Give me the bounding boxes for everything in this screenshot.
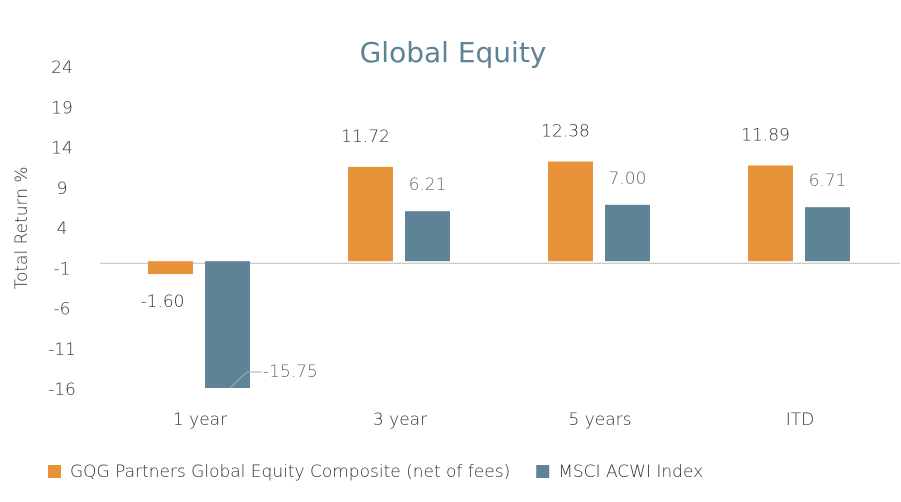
legend-label: MSCI ACWI Index [558, 462, 703, 482]
bar [748, 165, 793, 262]
data-label: 6.71 [809, 171, 847, 191]
bar [805, 207, 850, 262]
data-label: 12.38 [541, 122, 590, 142]
data-label: 11.89 [741, 125, 790, 145]
leader-line [229, 371, 262, 389]
bar [405, 211, 450, 262]
y-tick-label: -6 [54, 300, 71, 320]
x-tick-label: 5 years [568, 410, 631, 430]
bar [205, 261, 250, 388]
x-tick-label: 3 year [373, 410, 427, 430]
x-tick-label: 1 year [173, 410, 227, 430]
y-tick-label: -11 [48, 340, 76, 360]
legend-swatch [48, 465, 61, 478]
y-tick-label: 9 [57, 179, 68, 199]
y-tick-label: 19 [51, 98, 73, 118]
data-label: -15.75 [263, 362, 318, 382]
bar [548, 161, 593, 262]
y-tick-label: -1 [54, 259, 71, 279]
y-axis-label: Total Return % [12, 166, 32, 289]
y-tick-label: 14 [51, 139, 73, 159]
y-tick-label: 24 [51, 58, 73, 78]
bar [148, 261, 193, 275]
bar [605, 204, 650, 262]
data-label: 11.72 [341, 127, 390, 147]
x-tick-label: ITD [786, 410, 815, 430]
bar [348, 166, 393, 262]
y-tick-label: 4 [57, 219, 68, 239]
data-label: -1.60 [141, 292, 185, 312]
legend-label: GQG Partners Global Equity Composite (ne… [70, 462, 510, 482]
data-label: 6.21 [409, 175, 447, 195]
data-label: 7.00 [609, 169, 647, 189]
chart-title: Global Equity [360, 36, 547, 69]
y-tick-label: -16 [48, 380, 76, 400]
legend-swatch [536, 465, 550, 478]
